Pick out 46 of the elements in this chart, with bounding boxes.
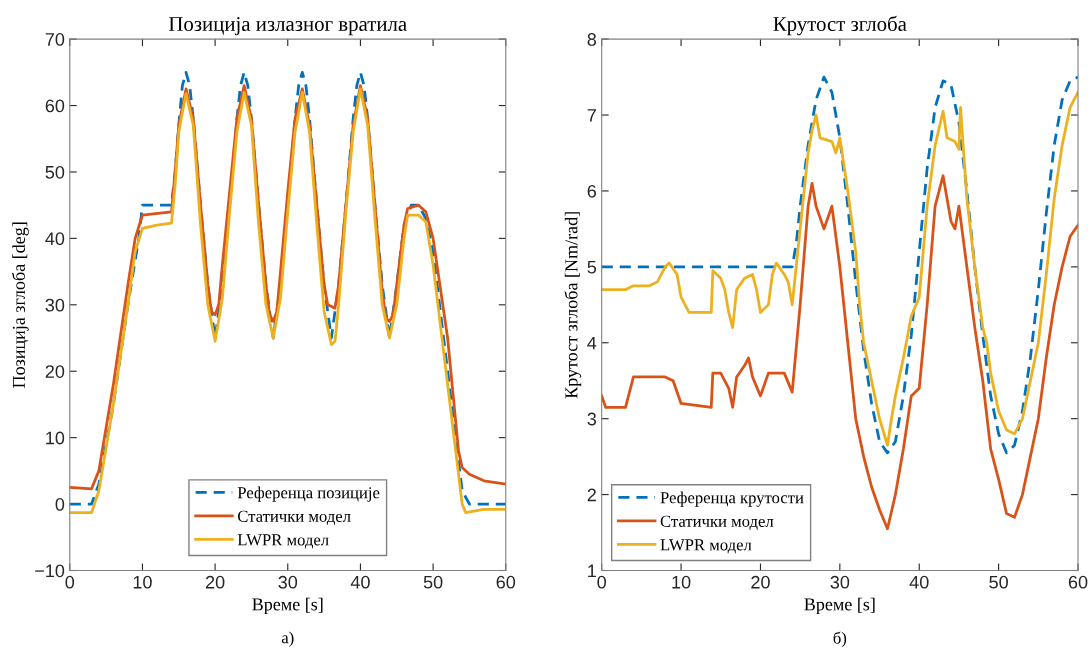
y-tick-label: 3 bbox=[587, 412, 597, 426]
legend-label: Референца позиције bbox=[237, 486, 380, 502]
x-tick-label: 30 bbox=[830, 575, 850, 589]
legend-label: Референца крутости bbox=[660, 491, 804, 507]
y-tick-label: 6 bbox=[587, 184, 597, 198]
x-tick-label: 60 bbox=[496, 575, 516, 589]
x-tick-label: 10 bbox=[133, 575, 152, 589]
x-axis-title: Време [s] bbox=[252, 597, 323, 615]
x-tick-label: 20 bbox=[205, 575, 225, 589]
x-tick-label: 30 bbox=[278, 575, 298, 589]
y-tick-label: 5 bbox=[587, 260, 597, 274]
y-axis-title: Крутост зглоба [Nm/rad] bbox=[564, 212, 582, 399]
y-tick-label: 2 bbox=[587, 488, 596, 502]
x-tick-label: 60 bbox=[1068, 575, 1088, 589]
legend-label: LWPR модел bbox=[660, 539, 752, 554]
y-tick-label: 7 bbox=[587, 109, 596, 122]
text: а) bbox=[281, 631, 294, 647]
chart-title: Крутост зглоба bbox=[773, 15, 907, 36]
y-tick-label: 20 bbox=[45, 365, 65, 378]
line-series bbox=[601, 174, 1079, 531]
y-tick-label: 60 bbox=[45, 99, 65, 113]
legend-label: Статички модел bbox=[660, 515, 774, 530]
y-tick-label: 30 bbox=[45, 298, 65, 312]
y-axis-title: Позиција зглоба [deg] bbox=[11, 222, 29, 388]
x-tick-label: 0 bbox=[65, 575, 75, 589]
y-tick-label: 70 bbox=[45, 33, 65, 46]
y-tick-label: 40 bbox=[45, 232, 65, 246]
x-tick-label: 20 bbox=[751, 575, 770, 589]
legend-label: LWPR модел bbox=[237, 534, 329, 549]
x-tick-label: 50 bbox=[989, 575, 1008, 589]
text: б) bbox=[833, 631, 847, 648]
x-tick-label: 10 bbox=[672, 575, 691, 589]
x-tick-label: 50 bbox=[423, 575, 443, 589]
x-tick-label: 0 bbox=[597, 575, 606, 589]
chart-title: Позиција излазног вратила bbox=[168, 16, 407, 36]
y-tick-label: −10 bbox=[35, 564, 65, 578]
x-axis-title: Време [s] bbox=[804, 597, 875, 615]
y-tick-label: 4 bbox=[587, 336, 597, 350]
x-tick-label: 40 bbox=[350, 575, 370, 589]
y-tick-label: 10 bbox=[46, 431, 65, 445]
y-tick-label: 1 bbox=[588, 564, 596, 578]
y-tick-label: 8 bbox=[587, 33, 597, 46]
y-tick-label: 50 bbox=[45, 165, 65, 179]
x-tick-label: 40 bbox=[909, 575, 929, 589]
y-tick-label: 0 bbox=[55, 498, 65, 511]
legend-label: Статички модел bbox=[237, 510, 351, 525]
